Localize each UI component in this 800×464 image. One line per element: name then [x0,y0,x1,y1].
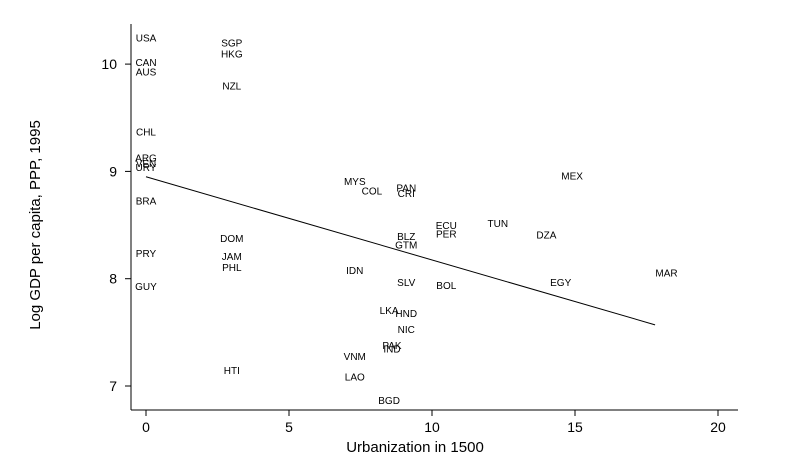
point-label-aus: AUS [136,68,157,79]
y-tick-label: 7 [109,378,117,394]
x-axis-title: Urbanization in 1500 [346,439,484,456]
regression-line [145,176,656,326]
point-label-lka: LKA [380,306,399,317]
point-label-hnd: HND [395,309,417,320]
point-label-mar: MAR [655,268,677,279]
point-label-phl: PHL [222,263,242,274]
point-label-pak: PAK [382,341,402,352]
y-axis-ticks: 7 8 9 10 [101,56,131,394]
point-label-ind: IND [383,344,400,355]
point-label-bra: BRA [136,196,157,207]
point-label-mys: MYS [344,177,366,188]
x-tick-label: 10 [424,419,440,435]
y-axis-title: Log GDP per capita, PPP, 1995 [27,120,44,330]
point-label-hkg: HKG [221,49,243,60]
x-tick-label: 20 [710,419,726,435]
point-label-tun: TUN [487,219,508,230]
y-tick-label: 10 [101,56,117,72]
y-tick-label: 9 [109,163,117,179]
point-label-guy: GUY [135,282,157,293]
point-label-bgd: BGD [378,396,400,407]
point-label-nic: NIC [398,325,415,336]
point-label-per: PER [436,230,457,241]
x-tick-label: 0 [142,419,150,435]
y-tick-label: 8 [109,271,117,287]
point-label-dom: DOM [220,234,243,245]
point-label-lao: LAO [345,372,365,383]
point-label-chl: CHL [136,128,156,139]
point-label-idn: IDN [346,266,363,277]
point-label-mex: MEX [561,172,583,183]
x-tick-label: 5 [285,419,293,435]
point-label-pan: PAN [396,183,416,194]
x-tick-label: 15 [567,419,583,435]
point-label-gtm: GTM [395,240,417,251]
point-label-usa: USA [136,33,157,44]
point-label-egy: EGY [550,278,571,289]
point-label-ecu: ECU [436,221,457,232]
point-label-dza: DZA [536,231,556,242]
point-label-pry: PRY [136,249,157,260]
point-label-arg: ARG [135,153,157,164]
point-label-ven: VEN [136,159,157,170]
x-axis-ticks: 0 5 10 15 20 [142,410,726,435]
point-label-slv: SLV [397,278,415,289]
point-label-can: CAN [135,58,156,69]
point-label-blz: BLZ [397,232,415,243]
point-label-sgp: SGP [221,39,242,50]
axes [130,24,738,411]
point-label-vnm: VNM [344,352,366,363]
point-label-nzl: NZL [222,82,241,93]
point-label-jam: JAM [222,252,242,263]
point-label-cri: CRI [398,189,415,200]
point-label-ury: URY [136,163,157,174]
point-label-hti: HTI [224,366,240,377]
fit-line-group [145,176,656,326]
point-label-bol: BOL [436,281,456,292]
point-label-col: COL [362,187,383,198]
